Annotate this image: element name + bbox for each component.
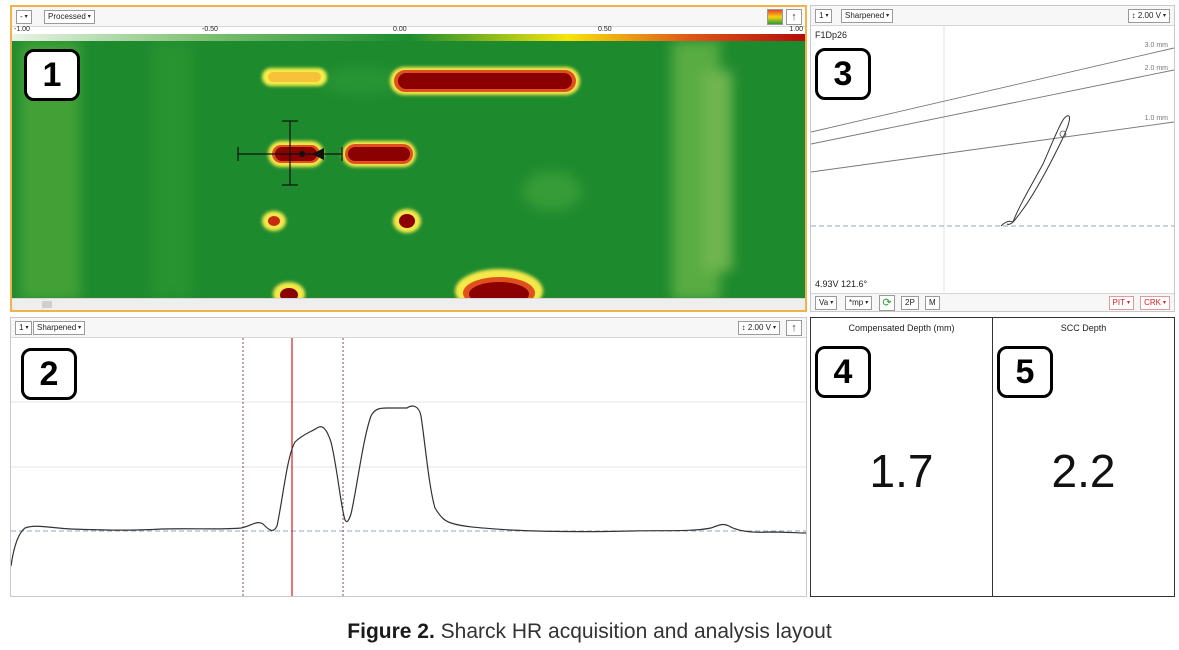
scrollbar-thumb[interactable] [42, 301, 52, 308]
crk-label: CRK [1144, 298, 1161, 307]
panel-number-badge: 2 [21, 348, 77, 400]
flaw-indication-6[interactable] [393, 209, 421, 233]
signal-name: F1Dp26 [815, 30, 848, 40]
lissajous-mode-label: Sharpened [845, 11, 885, 20]
lissajous-toolbar: 1 ▾ Sharpened ▾ ↕ 2.00 V ▾ [811, 6, 1174, 26]
amplitude-phase-readout: 4.93V 121.6° [815, 279, 868, 289]
cscan-horizontal-scrollbar[interactable] [12, 298, 805, 310]
strip-mode-label: Sharpened [37, 323, 77, 332]
scc-depth-value: 2.2 [1051, 445, 1116, 497]
lissajous-voltage-label: 2.00 V [1137, 11, 1161, 20]
m-button[interactable]: M [925, 296, 940, 310]
strip-chart-toolbar: 1 ▾ Sharpened ▾ ↕ 2.00 V ▾ ↑ [11, 318, 806, 338]
lissajous-channel-select[interactable]: 1 ▾ [815, 9, 833, 23]
pin-icon[interactable]: ↑ [786, 9, 802, 25]
amp-button[interactable]: *mp ▾ [845, 296, 873, 310]
colorbar-tick: -1.00 [14, 26, 30, 33]
strip-channel-select[interactable]: 1 ▾ [15, 321, 33, 335]
cscan-menu-button[interactable]: - ▾ [16, 10, 32, 24]
strip-voltage-select[interactable]: ↕ 2.00 V ▾ [737, 321, 780, 335]
flaw-indication-2[interactable] [390, 67, 580, 95]
colorbar-tick: -0.50 [202, 26, 218, 33]
scc-depth-panel: SCC Depth 5 2.2 [992, 317, 1175, 597]
voltage-range-icon: ↕ [741, 323, 748, 332]
depth-line-3mm [811, 47, 1174, 133]
figure-caption: Figure 2. Sharck HR acquisition and anal… [0, 620, 1179, 644]
strip-channel-label: 1 [19, 323, 24, 332]
pin-icon[interactable]: ↑ [786, 320, 802, 336]
pit-button[interactable]: PIT ▾ [1108, 296, 1134, 310]
scc-depth-title: SCC Depth [1060, 323, 1107, 333]
cscan-panel[interactable]: - ▾ Processed ▾ ↑ -1.00 -0.50 0.00 0.50 1.… [10, 5, 807, 312]
compensated-depth-panel: Compensated Depth (mm) 4 1.7 [810, 317, 993, 597]
amp-label: *mp [849, 298, 864, 307]
crosshair-cursor[interactable] [237, 120, 343, 186]
crk-button[interactable]: CRK ▾ [1140, 296, 1170, 310]
trace-marker [1059, 130, 1067, 138]
figure-label: Figure 2. [347, 620, 435, 643]
colorbar [12, 34, 805, 41]
signal-trace [11, 405, 806, 567]
two-point-label: 2P [905, 298, 915, 307]
panel-number-badge: 4 [815, 346, 871, 398]
panel-number-badge: 3 [815, 48, 871, 100]
lissajous-mode-select[interactable]: Sharpened ▾ [841, 9, 894, 23]
colorbar-tick: 0.00 [393, 26, 407, 33]
strip-mode-select[interactable]: Sharpened ▾ [33, 321, 86, 335]
colorbar-tick-labels: -1.00 -0.50 0.00 0.50 1.00 [12, 26, 805, 35]
lissajous-panel[interactable]: 1 ▾ Sharpened ▾ ↕ 2.00 V ▾ F1Dp26 3 3.0 mm … [810, 5, 1175, 312]
lissajous-channel-label: 1 [819, 11, 824, 20]
depth-label-1mm: 1.0 mm [1144, 115, 1168, 122]
compensated-depth-title: Compensated Depth (mm) [848, 323, 955, 333]
strip-voltage-label: 2.00 V [747, 323, 771, 332]
cscan-toolbar: - ▾ Processed ▾ ↑ [12, 7, 805, 27]
strip-chart-panel[interactable]: 1 ▾ Sharpened ▾ ↕ 2.00 V ▾ ↑ 2 [10, 317, 807, 597]
depth-line-1mm [811, 121, 1174, 173]
lissajous-voltage-select[interactable]: ↕ 2.00 V ▾ [1127, 9, 1170, 23]
figure-caption-text: Sharck HR acquisition and analysis layou… [434, 620, 832, 643]
panel-number-badge: 5 [997, 346, 1053, 398]
pit-label: PIT [1112, 298, 1125, 307]
lissajous-plot[interactable] [811, 26, 1174, 292]
depth-label-2mm: 2.0 mm [1144, 65, 1168, 72]
va-button[interactable]: Va ▾ [815, 296, 838, 310]
lissajous-bottom-toolbar: Va ▾ *mp ▾ ⟳ 2P M PIT ▾ CRK ▾ [811, 293, 1174, 311]
cscan-mode-select[interactable]: Processed ▾ [44, 10, 95, 24]
cscan-menu-label: - [20, 12, 23, 21]
compensated-depth-value: 1.7 [869, 445, 934, 497]
cscan-image[interactable] [12, 41, 805, 300]
two-point-button[interactable]: 2P [901, 296, 919, 310]
voltage-range-icon: ↕ [1131, 11, 1138, 20]
panel-number-badge: 1 [24, 49, 80, 101]
refresh-icon[interactable]: ⟳ [879, 295, 895, 311]
colorbar-tick: 1.00 [789, 26, 803, 33]
cscan-mode-label: Processed [48, 12, 86, 21]
palette-icon[interactable] [767, 9, 783, 25]
depth-line-2mm [811, 69, 1174, 145]
lissajous-trace [1000, 115, 1070, 227]
va-label: Va [819, 298, 829, 307]
flaw-indication-1[interactable] [262, 68, 327, 86]
depth-label-3mm: 3.0 mm [1144, 42, 1168, 49]
strip-chart-plot[interactable] [11, 338, 806, 596]
colorbar-tick: 0.50 [598, 26, 612, 33]
flaw-indication-7[interactable] [273, 282, 305, 300]
m-label: M [929, 298, 936, 307]
flaw-indication-5[interactable] [262, 211, 286, 231]
flaw-indication-8[interactable] [455, 269, 543, 300]
flaw-indication-4[interactable] [342, 141, 416, 167]
